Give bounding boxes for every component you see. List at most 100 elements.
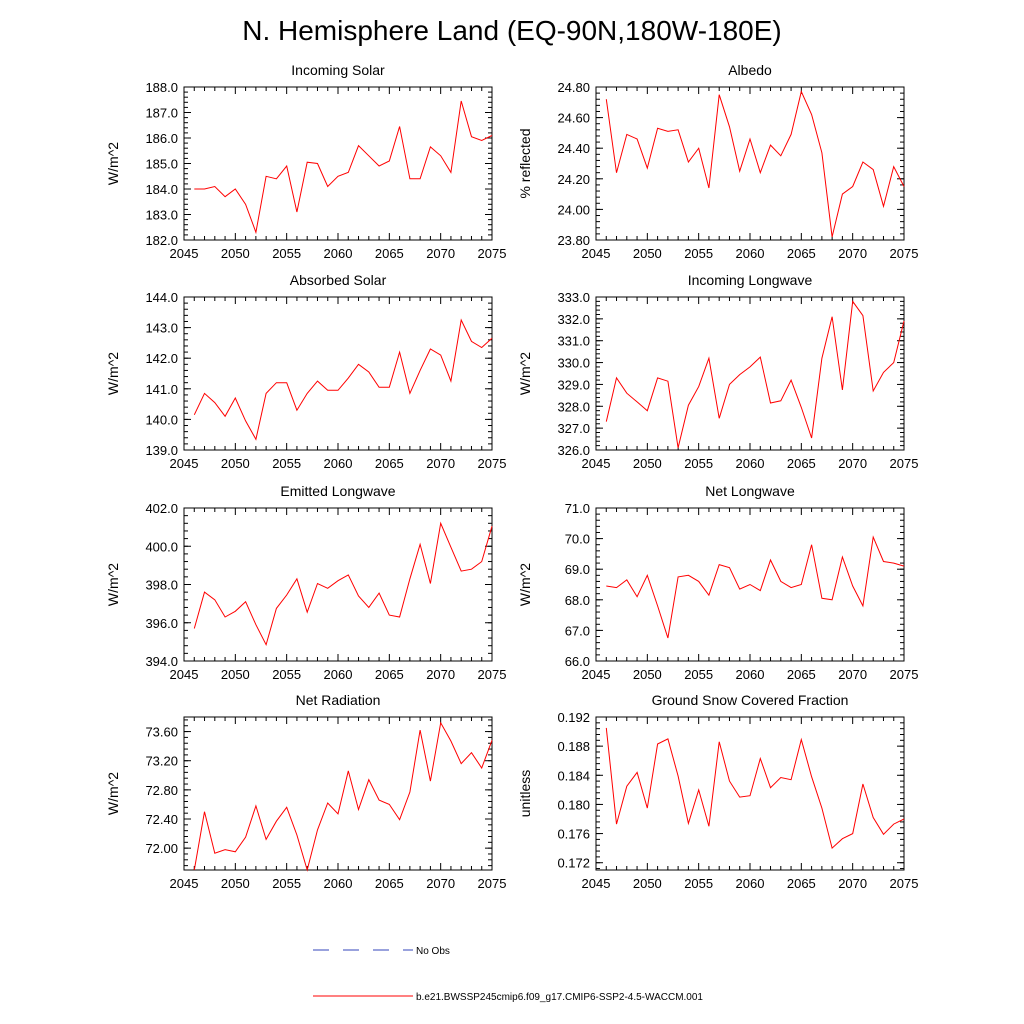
y-tick-label: 0.180	[557, 797, 590, 812]
y-tick-label: 188.0	[145, 80, 178, 95]
panel-title: Ground Snow Covered Fraction	[652, 692, 849, 708]
y-tick-label: 402.0	[145, 501, 178, 516]
y-tick-label: 326.0	[557, 443, 590, 458]
x-tick-label: 2045	[170, 876, 199, 891]
x-tick-label: 2065	[375, 456, 404, 471]
plot-frame	[595, 86, 905, 241]
panel-1: Albedo % reflected 2045 2050 2055 2060 2065 207…	[517, 62, 918, 261]
x-tick-label: 2065	[787, 667, 816, 682]
legend-obs-label: No Obs	[416, 946, 450, 957]
y-tick-label: 72.80	[145, 783, 178, 798]
legend: No Obs b.e21.BWSSP245cmip6.f09_g17.CMIP6…	[313, 946, 703, 1003]
x-tick-label: 2055	[684, 876, 713, 891]
x-tick-label: 2075	[890, 456, 919, 471]
y-tick-label: 144.0	[145, 290, 178, 305]
y-tick-label: 398.0	[145, 578, 178, 593]
y-axis-label: W/m^2	[517, 352, 533, 395]
x-tick-label: 2065	[375, 246, 404, 261]
x-tick-label: 2050	[221, 876, 250, 891]
x-tick-label: 2055	[272, 667, 301, 682]
panels: Incoming Solar W/m^2 2045 2050 2055 2060 2065 2…	[105, 62, 918, 891]
panel-title: Emitted Longwave	[280, 483, 395, 499]
x-tick-label: 2050	[633, 456, 662, 471]
panel-title: Net Longwave	[705, 483, 795, 499]
x-tick-label: 2060	[324, 246, 353, 261]
series-line	[605, 300, 905, 448]
y-tick-label: 0.188	[557, 739, 590, 754]
plot-frame	[595, 716, 905, 871]
panel-title: Net Radiation	[296, 692, 381, 708]
y-tick-label: 327.0	[557, 421, 590, 436]
y-tick-label: 0.184	[557, 768, 590, 783]
panel-2: Absorbed Solar W/m^2 2045 2050 2055 2060 2065 2…	[105, 272, 506, 471]
x-tick-label: 2060	[736, 246, 765, 261]
y-tick-label: 72.00	[145, 841, 178, 856]
y-tick-label: 141.0	[145, 382, 178, 397]
y-axis-label: W/m^2	[105, 563, 121, 606]
y-tick-label: 140.0	[145, 412, 178, 427]
plot-frame	[183, 507, 493, 662]
y-tick-label: 331.0	[557, 334, 590, 349]
x-tick-label: 2075	[478, 876, 507, 891]
series-line	[606, 535, 905, 639]
x-tick-label: 2045	[170, 246, 199, 261]
x-tick-label: 2075	[890, 876, 919, 891]
y-tick-label: 185.0	[145, 157, 178, 172]
panel-6: Net Radiation W/m^2 2045 2050 2055 2060 2065 20…	[105, 692, 506, 891]
x-tick-label: 2065	[787, 456, 816, 471]
y-axis-label: W/m^2	[105, 142, 121, 185]
y-tick-label: 66.0	[565, 654, 590, 669]
y-tick-label: 24.80	[557, 80, 590, 95]
y-tick-label: 328.0	[557, 399, 590, 414]
panel-5: Net Longwave W/m^2 2045 2050 2055 2060 2065 207…	[517, 483, 918, 682]
x-tick-label: 2045	[582, 456, 611, 471]
x-tick-label: 2070	[838, 667, 867, 682]
x-tick-label: 2045	[582, 246, 611, 261]
y-tick-label: 67.0	[565, 623, 590, 638]
x-tick-label: 2075	[890, 667, 919, 682]
series-line	[193, 721, 493, 872]
y-tick-label: 143.0	[145, 321, 178, 336]
plot-frame	[595, 296, 905, 451]
legend-model-label: b.e21.BWSSP245cmip6.f09_g17.CMIP6-SSP2-4…	[416, 992, 703, 1003]
x-tick-label: 2055	[272, 876, 301, 891]
series-line	[193, 318, 493, 441]
x-tick-label: 2055	[272, 246, 301, 261]
y-tick-label: 24.20	[557, 172, 590, 187]
x-tick-label: 2070	[838, 246, 867, 261]
x-tick-label: 2045	[170, 456, 199, 471]
x-tick-label: 2060	[736, 876, 765, 891]
y-tick-label: 182.0	[145, 233, 178, 248]
y-axis-label: W/m^2	[105, 352, 121, 395]
x-tick-label: 2070	[426, 667, 455, 682]
y-tick-label: 333.0	[557, 290, 590, 305]
panel-7: Ground Snow Covered Fraction unitless 2045…	[517, 692, 918, 891]
y-axis-label: % reflected	[517, 128, 533, 198]
x-tick-label: 2070	[426, 246, 455, 261]
x-tick-label: 2050	[221, 667, 250, 682]
x-tick-label: 2050	[633, 246, 662, 261]
x-tick-label: 2070	[838, 876, 867, 891]
x-tick-label: 2050	[633, 876, 662, 891]
y-tick-label: 23.80	[557, 233, 590, 248]
y-tick-label: 24.60	[557, 111, 590, 126]
plot-frame	[183, 716, 493, 871]
x-tick-label: 2060	[736, 667, 765, 682]
x-tick-label: 2055	[684, 667, 713, 682]
y-tick-label: 400.0	[145, 539, 178, 554]
panel-title: Absorbed Solar	[290, 272, 387, 288]
panel-title: Incoming Solar	[291, 62, 385, 78]
y-tick-label: 396.0	[145, 616, 178, 631]
x-tick-label: 2060	[736, 456, 765, 471]
x-tick-label: 2050	[633, 667, 662, 682]
y-tick-label: 24.40	[557, 141, 590, 156]
x-tick-label: 2075	[478, 667, 507, 682]
y-tick-label: 69.0	[565, 562, 590, 577]
y-axis-label: W/m^2	[105, 772, 121, 815]
plot-frame	[183, 296, 493, 451]
x-tick-label: 2045	[170, 667, 199, 682]
y-tick-label: 184.0	[145, 182, 178, 197]
x-tick-label: 2065	[787, 876, 816, 891]
y-tick-label: 70.0	[565, 532, 590, 547]
y-tick-label: 183.0	[145, 208, 178, 223]
